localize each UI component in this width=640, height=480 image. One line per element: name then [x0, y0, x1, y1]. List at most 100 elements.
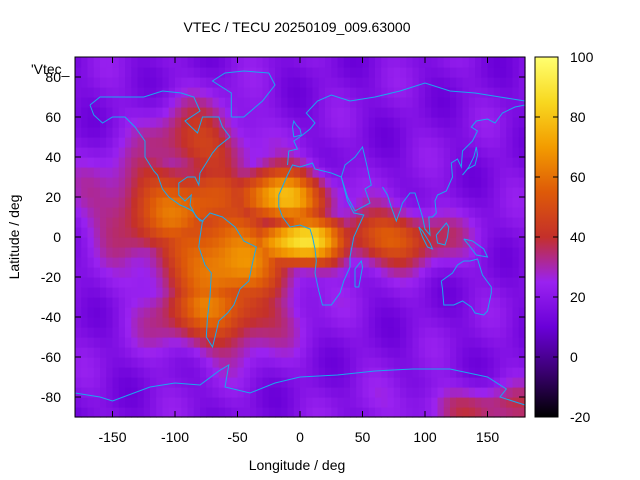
heatmap-cell [175, 277, 182, 288]
heatmap-cell [337, 247, 345, 258]
heatmap-cell [468, 347, 476, 358]
heatmap-cell [318, 207, 326, 218]
heatmap-cell [393, 217, 401, 228]
heatmap-cell [506, 237, 514, 248]
heatmap-cell [243, 377, 251, 388]
heatmap-cell [500, 137, 507, 148]
heatmap-cell [168, 127, 176, 138]
heatmap-cell [412, 97, 420, 108]
heatmap-cell [75, 197, 82, 208]
heatmap-cell [162, 357, 170, 368]
heatmap-cell [112, 107, 120, 118]
heatmap-cell [106, 237, 114, 248]
heatmap-cell [487, 147, 495, 158]
heatmap-cell [475, 327, 482, 338]
heatmap-cell [87, 237, 95, 248]
heatmap-cell [137, 377, 145, 388]
heatmap-cell [418, 297, 426, 308]
heatmap-cell [281, 197, 289, 208]
heatmap-cell [256, 217, 264, 228]
heatmap-cell [131, 87, 139, 98]
heatmap-cell [93, 237, 101, 248]
heatmap-cell [125, 137, 132, 148]
heatmap-cell [112, 377, 120, 388]
heatmap-cell [100, 227, 107, 238]
heatmap-cell [331, 187, 339, 198]
heatmap-cell [437, 227, 445, 238]
heatmap-cell [75, 227, 82, 238]
heatmap-cell [368, 87, 376, 98]
heatmap-cell [162, 387, 170, 398]
heatmap-cell [268, 57, 276, 68]
heatmap-cell [125, 357, 132, 368]
heatmap-cell [512, 337, 520, 348]
heatmap-cell [112, 67, 120, 78]
heatmap-cell [368, 217, 376, 228]
heatmap-cell [268, 217, 276, 228]
heatmap-cell [325, 357, 332, 368]
heatmap-cell [418, 117, 426, 128]
heatmap-cell [131, 57, 139, 68]
heatmap-cell [293, 157, 301, 168]
heatmap-cell [493, 147, 501, 158]
heatmap-cell [368, 267, 376, 278]
heatmap-cell [268, 337, 276, 348]
heatmap-cell [343, 187, 351, 198]
heatmap-cell [356, 197, 364, 208]
heatmap-cell [393, 287, 401, 298]
heatmap-cell [281, 317, 289, 328]
heatmap-cell [125, 167, 132, 178]
heatmap-cell [231, 137, 239, 148]
heatmap-cell [150, 217, 157, 228]
y-tick-label: 0 [53, 229, 61, 245]
heatmap-cell [287, 127, 295, 138]
heatmap-cell [481, 237, 489, 248]
heatmap-cell [131, 117, 139, 128]
heatmap-cell [325, 207, 332, 218]
heatmap-cell [418, 217, 426, 228]
heatmap-cell [337, 97, 345, 108]
heatmap-cell [450, 87, 457, 98]
heatmap-cell [287, 197, 295, 208]
heatmap-cell [200, 247, 207, 258]
heatmap-cell [212, 117, 220, 128]
heatmap-cell [325, 337, 332, 348]
heatmap-cell [212, 127, 220, 138]
heatmap-cell [162, 277, 170, 288]
heatmap-cell [81, 197, 89, 208]
heatmap-cell [231, 287, 239, 298]
heatmap-cell [343, 237, 351, 248]
heatmap-cell [112, 177, 120, 188]
heatmap-cell [325, 297, 332, 308]
heatmap-cell [287, 257, 295, 268]
heatmap-cell [475, 207, 482, 218]
heatmap-cell [225, 267, 232, 278]
heatmap-cell [356, 57, 364, 68]
heatmap-cell [462, 287, 470, 298]
heatmap-cell [293, 237, 301, 248]
heatmap-cell [125, 107, 132, 118]
heatmap-cell [200, 397, 207, 408]
heatmap-cell [168, 327, 176, 338]
heatmap-cell [131, 267, 139, 278]
heatmap-cell [512, 177, 520, 188]
heatmap-cell [418, 347, 426, 358]
heatmap-cell [393, 307, 401, 318]
heatmap-cell [137, 57, 145, 68]
heatmap-cell [462, 297, 470, 308]
heatmap-cell [225, 227, 232, 238]
heatmap-cell [425, 247, 432, 258]
heatmap-cell [156, 107, 164, 118]
heatmap-cell [362, 397, 370, 408]
heatmap-cell [250, 217, 257, 228]
heatmap-cell [231, 367, 239, 378]
heatmap-cell [243, 147, 251, 158]
heatmap-cell [162, 407, 170, 418]
heatmap-cell [475, 147, 482, 158]
heatmap-cell [225, 357, 232, 368]
heatmap-cell [293, 87, 301, 98]
heatmap-cell [250, 237, 257, 248]
heatmap-cell [331, 167, 339, 178]
heatmap-cell [87, 57, 95, 68]
heatmap-cell [412, 197, 420, 208]
